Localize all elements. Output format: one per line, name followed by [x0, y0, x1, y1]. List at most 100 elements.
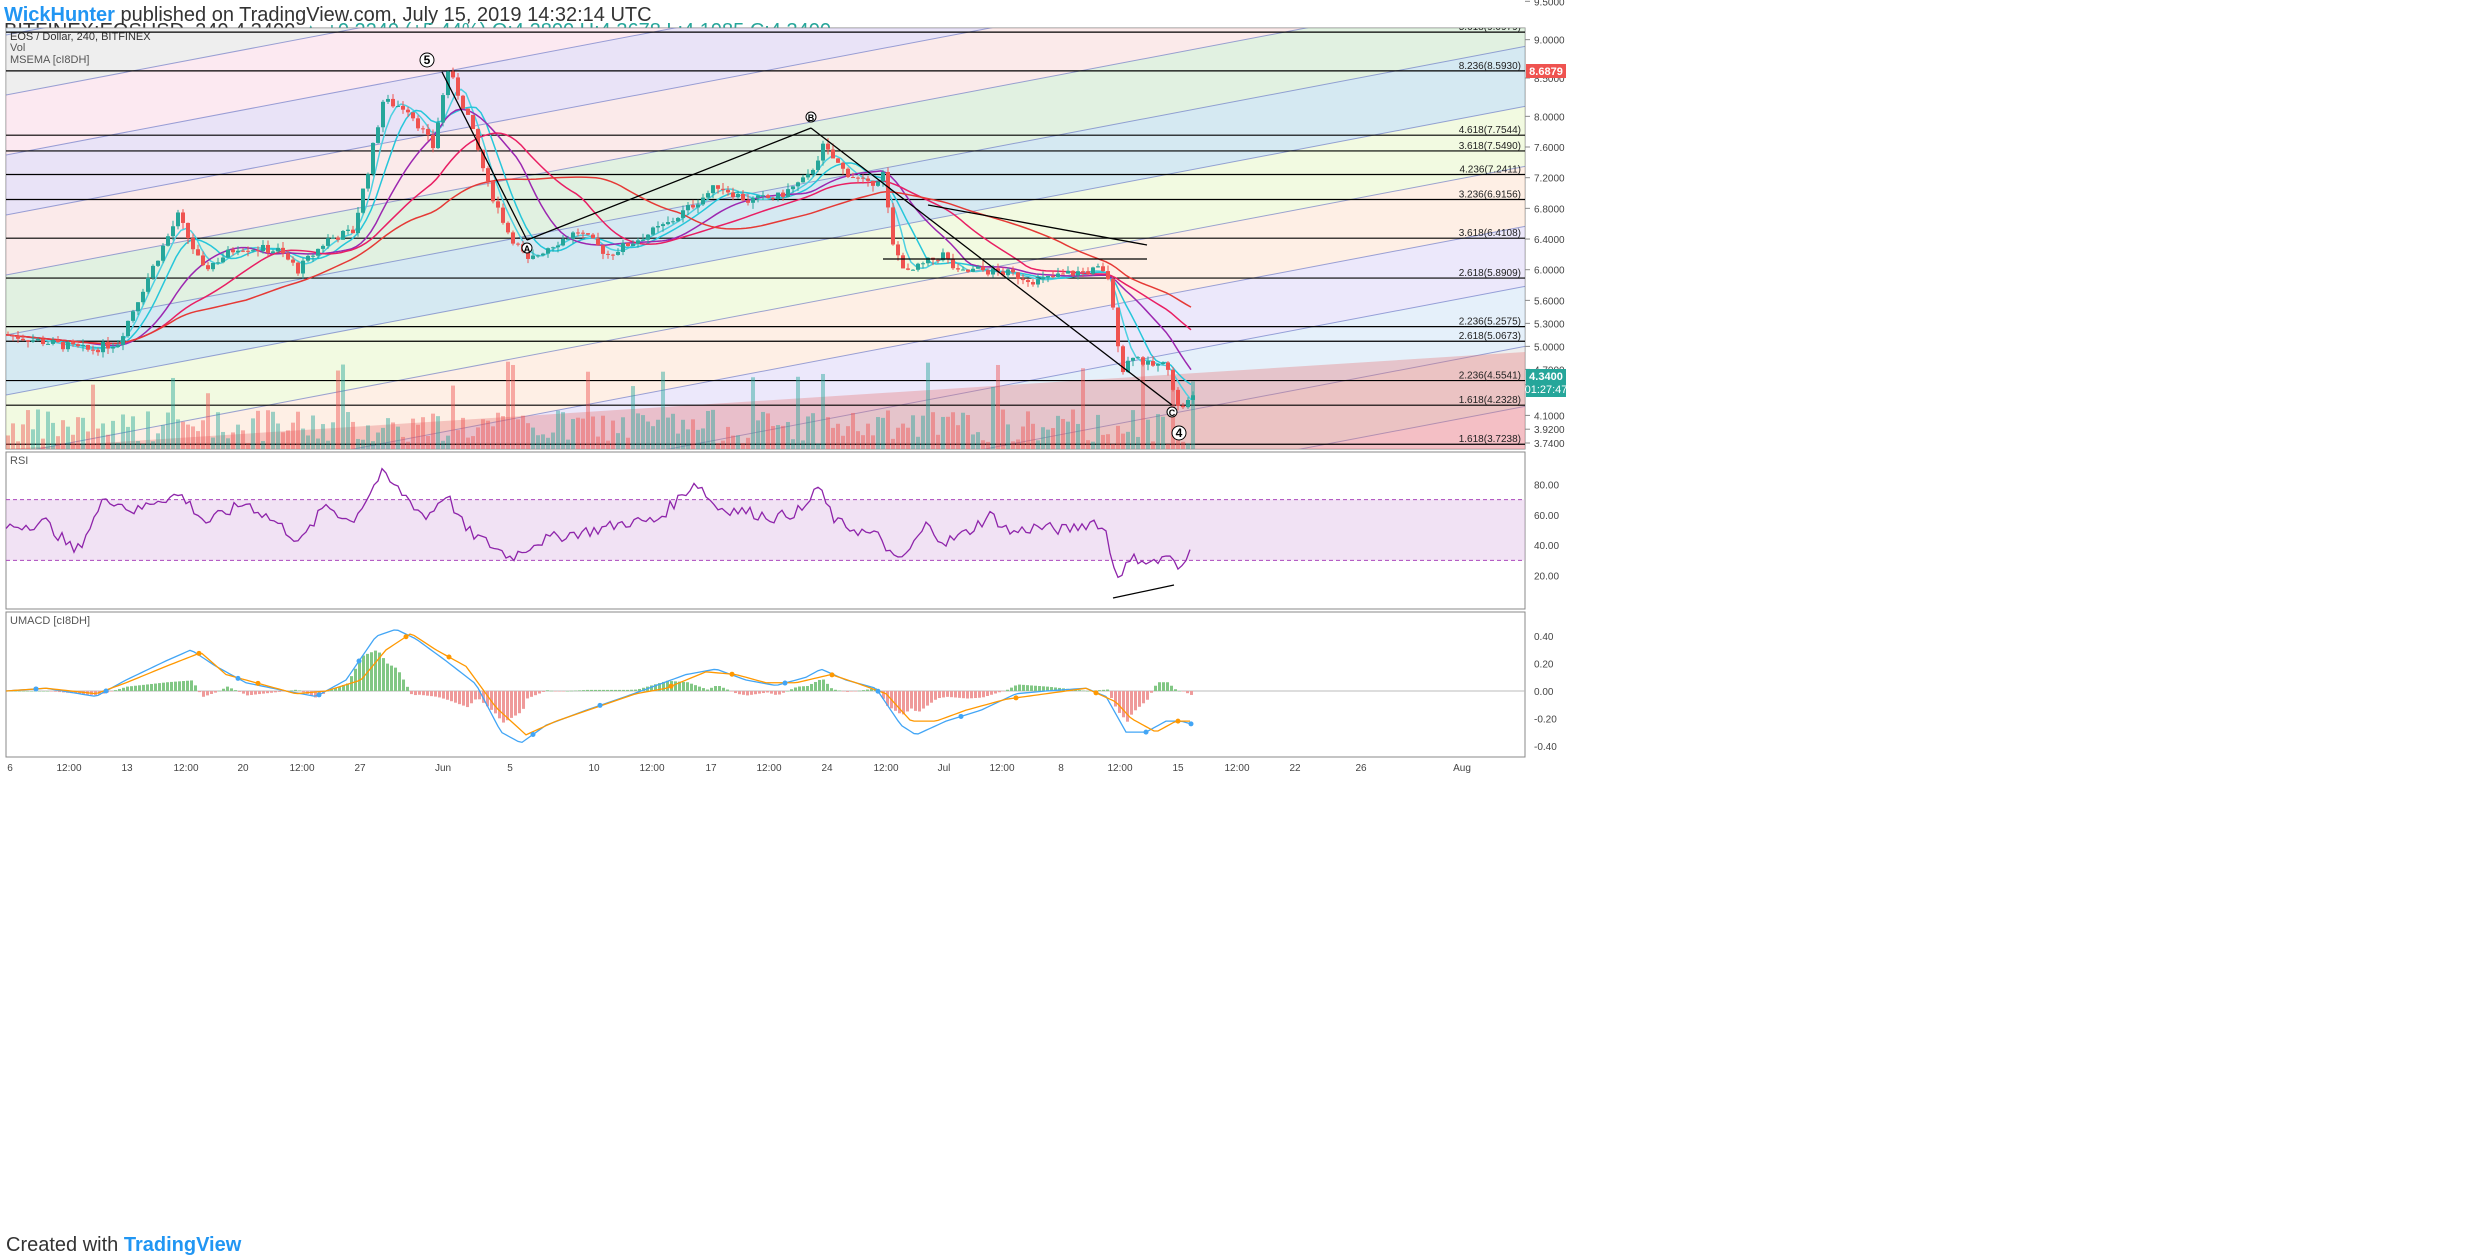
macd-histogram-bar [622, 689, 625, 691]
candle-body [166, 236, 170, 246]
macd-histogram-bar [554, 691, 557, 692]
macd-histogram-bar [326, 691, 329, 692]
candle-body [206, 265, 210, 270]
candle-body [186, 222, 190, 239]
candle-body [171, 226, 175, 237]
volume-bar [596, 436, 600, 449]
macd-histogram-bar [1026, 685, 1029, 691]
macd-histogram-bar [498, 691, 501, 719]
candle-body [406, 109, 410, 113]
volume-bar [201, 420, 205, 449]
macd-histogram-bar [838, 690, 841, 691]
candle-body [141, 291, 145, 303]
candle-body [831, 149, 835, 159]
macd-histogram-bar [958, 691, 961, 698]
time-axis-label: 12:00 [756, 763, 781, 774]
time-axis-label: Jul [938, 763, 951, 774]
time-axis-label: 17 [705, 763, 717, 774]
rsi-axis-label: 60.00 [1534, 511, 1559, 522]
trend-line [441, 71, 528, 241]
candle-body [386, 98, 390, 102]
candle-body [316, 248, 320, 256]
price-axis-label: 3.7400 [1534, 439, 1565, 450]
created-with: Created with [6, 1234, 119, 1256]
macd-histogram-bar [362, 655, 365, 691]
macd-histogram-bar [794, 687, 797, 691]
candle-body [971, 268, 975, 272]
macd-histogram-bar [218, 690, 221, 692]
macd-histogram-bar [990, 691, 993, 695]
fib-level-label: 1.618(4.2328) [1459, 395, 1521, 406]
candle-body [921, 263, 925, 265]
volume-bar [81, 417, 85, 449]
macd-cross-dot [196, 650, 202, 656]
macd-histogram-bar [50, 691, 53, 692]
candle-body [241, 250, 245, 252]
author-link[interactable]: WickHunter [4, 4, 115, 26]
rsi-pane[interactable] [5, 451, 1526, 610]
volume-bar [251, 418, 255, 449]
candle-body [1001, 271, 1005, 276]
volume-bar [106, 434, 110, 449]
candle-body [356, 212, 360, 234]
tradingview-logo[interactable]: TradingView [123, 1234, 242, 1256]
macd-histogram-bar [110, 691, 113, 692]
macd-cross-dot [255, 680, 261, 686]
macd-histogram-bar [330, 689, 333, 691]
macd-histogram-bar [870, 688, 873, 691]
macd-cross-dot [1093, 690, 1099, 696]
volume-bar [916, 436, 920, 449]
time-axis-label: 15 [1172, 763, 1184, 774]
candle-body [301, 260, 305, 274]
volume-bar [611, 420, 615, 449]
volume-bar [171, 377, 175, 449]
volume-bar [336, 370, 340, 449]
macd-histogram-bar [790, 689, 793, 691]
macd-histogram-bar [118, 688, 121, 691]
candle-body [991, 268, 995, 275]
candle-body [886, 172, 890, 208]
candle-body [1136, 357, 1140, 359]
candle-body [1026, 280, 1030, 283]
macd-histogram-bar [518, 691, 521, 714]
macd-histogram-bar [718, 686, 721, 691]
macd-histogram-bar [1046, 686, 1049, 691]
volume-bar [36, 409, 40, 449]
volume-bar [371, 441, 375, 449]
macd-histogram-bar [698, 686, 701, 691]
volume-bar [341, 364, 345, 449]
price-axis-label: 9.0000 [1534, 36, 1565, 47]
macd-histogram-bar [290, 690, 293, 691]
volume-bar [996, 364, 1000, 449]
macd-histogram-bar [186, 680, 189, 691]
moving-average-line [6, 132, 1192, 345]
volume-bar [806, 416, 810, 449]
price-axis-label: 8.5000 [1534, 74, 1565, 85]
volume-bar [496, 412, 500, 449]
volume-bar [576, 417, 580, 449]
volume-bar [896, 427, 900, 449]
umacd-pane[interactable] [5, 611, 1526, 758]
candle-body [761, 195, 765, 197]
macd-histogram-bar [282, 691, 285, 692]
macd-histogram-bar [1174, 689, 1177, 691]
macd-histogram-bar [298, 690, 301, 691]
macd-histogram-bar [242, 691, 245, 694]
candle-body [951, 258, 955, 269]
volume-bar [716, 443, 720, 449]
macd-cross-dot [729, 671, 735, 677]
volume-bar [356, 438, 360, 449]
volume-bar [561, 412, 565, 449]
volume-bar [766, 413, 770, 449]
candle-body [1171, 369, 1175, 390]
time-axis-label: 20 [237, 763, 249, 774]
macd-histogram-bar [198, 691, 201, 693]
volume-bar [1181, 441, 1185, 449]
rsi-line [5, 467, 1191, 579]
volume-bar [191, 426, 195, 449]
volume-bar [731, 435, 735, 449]
volume-bar [1121, 433, 1125, 449]
candle-body [1041, 277, 1045, 280]
volume-bar [221, 431, 225, 449]
